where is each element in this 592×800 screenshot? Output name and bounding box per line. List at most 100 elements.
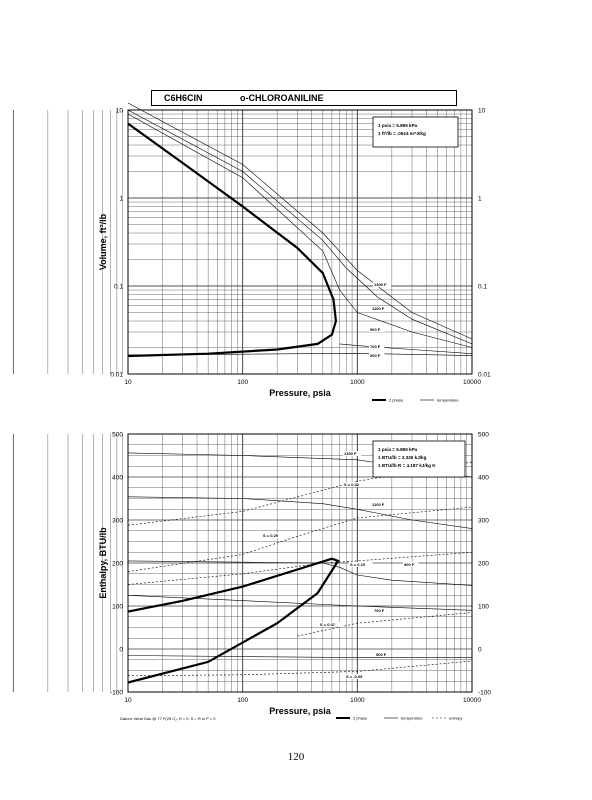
two-phase-curve xyxy=(127,122,338,358)
plot-frame xyxy=(127,109,473,375)
y-tick-label: 200 xyxy=(112,561,123,568)
curve-label: 900 F xyxy=(404,562,415,567)
y-axis-title: Enthalpy, BTU/lb xyxy=(98,527,108,599)
y-tick-label-right: 400 xyxy=(478,475,489,482)
curve-label: 500 F xyxy=(370,353,381,358)
curve-label-bg xyxy=(343,482,367,487)
x-tick-label: 10 xyxy=(124,697,132,704)
curve-label-bg xyxy=(371,306,390,311)
isotherm-line xyxy=(339,343,473,354)
x-tick-label: 10 xyxy=(124,379,132,386)
info-line: 1 psia = 6.895 kPa xyxy=(378,123,418,128)
curve-label: 900 F xyxy=(370,327,381,332)
curve-label: S = 0.25 xyxy=(263,533,279,538)
curve-label-bg xyxy=(375,652,391,657)
legend-label: 2 phase xyxy=(353,716,368,721)
curve-label-bg xyxy=(345,674,372,679)
x-tick-label: 1000 xyxy=(350,379,365,386)
chemical-formula: C6H6ClN xyxy=(164,93,203,103)
y-tick-label-right: 0 xyxy=(478,647,482,654)
legend-label: entropy xyxy=(449,716,462,721)
y-tick-label: 500 xyxy=(112,432,123,439)
curve-label-bg xyxy=(371,502,390,507)
y-axis-title: Volume, ft³/lb xyxy=(98,213,108,270)
info-line: 1 BTU/lb R = 4.187 kJ/kg K xyxy=(378,463,436,468)
y-tick-label-right: 0.1 xyxy=(478,284,487,291)
curve-label: 700 F xyxy=(374,608,385,613)
curve-label-bg xyxy=(349,562,373,567)
y-tick-label-right: 10 xyxy=(478,108,486,115)
isotherm-line xyxy=(127,496,473,529)
chart-2: 1300 F 1100 F 900 F 700 F 500 F S = 0.32 S = 0… xyxy=(12,433,473,719)
y-tick-label: 0.01 xyxy=(110,372,123,379)
x-tick-label: 10000 xyxy=(463,697,481,704)
curve-label-bg xyxy=(319,622,343,627)
x-tick-label: 100 xyxy=(237,697,248,704)
curve-label-bg xyxy=(369,353,385,358)
curve-label: S = 0.32 xyxy=(344,482,360,487)
info-box xyxy=(372,440,466,478)
info-box xyxy=(372,116,459,148)
y-tick-label: 1 xyxy=(119,196,123,203)
isotherm-line xyxy=(127,352,473,356)
x-tick-label: 10000 xyxy=(463,379,481,386)
entropy-line xyxy=(127,552,473,585)
y-tick-label: 100 xyxy=(112,604,123,611)
entropy-line xyxy=(297,612,473,637)
curve-label: S = -0.05 xyxy=(346,674,363,679)
curve-label: 1300 F xyxy=(374,282,387,287)
y-tick-label-right: 200 xyxy=(478,561,489,568)
two-phase-curve xyxy=(127,557,340,684)
curve-label-bg xyxy=(262,533,286,538)
entropy-line xyxy=(127,660,473,676)
curve-label: S = 0.15 xyxy=(350,562,366,567)
chart-1: 1300 F 1100 F 900 F 700 F 500 F xyxy=(12,102,473,401)
y-tick-label-right: -100 xyxy=(478,690,491,697)
x-axis-title: Pressure, psia xyxy=(269,388,332,398)
isotherm-line xyxy=(127,109,473,345)
plot-frame xyxy=(127,433,473,693)
y-tick-label-right: 500 xyxy=(478,432,489,439)
y-tick-label: 300 xyxy=(112,518,123,525)
chemical-name: o-CHLOROANILINE xyxy=(240,93,324,103)
info-line: 1 BTU/lb = 2.326 kJ/kg xyxy=(378,455,427,460)
curve-label-bg xyxy=(403,562,419,567)
y-tick-label-right: 0.01 xyxy=(478,372,491,379)
chart-title-box: C6H6ClN o-CHLOROANILINE xyxy=(151,90,457,106)
y-tick-label: 0 xyxy=(119,647,123,654)
y-tick-label-right: 300 xyxy=(478,518,489,525)
x-tick-label: 1000 xyxy=(350,697,365,704)
legend-label: temperature xyxy=(401,716,423,721)
curve-label: 1100 F xyxy=(372,502,385,507)
y-tick-label: 400 xyxy=(112,475,123,482)
curve-label: 500 F xyxy=(376,652,387,657)
curve-label-bg xyxy=(373,608,389,613)
curve-label-bg xyxy=(369,344,385,349)
info-line: 1 psia = 6.895 kPa xyxy=(378,447,418,452)
isotherm-line xyxy=(127,102,473,340)
y-tick-label-right: 1 xyxy=(478,196,482,203)
curve-label: 1300 F xyxy=(344,451,357,456)
isotherm-line xyxy=(127,655,472,658)
y-tick-label: -100 xyxy=(110,690,123,697)
y-tick-label: 0.1 xyxy=(114,284,123,291)
curve-label-bg xyxy=(373,282,392,287)
curve-label: 1100 F xyxy=(372,306,385,311)
isotherm-line xyxy=(127,595,473,611)
y-tick-label: 10 xyxy=(116,108,124,115)
curve-label-bg xyxy=(369,327,385,332)
curve-label: S = 0.07 xyxy=(320,622,336,627)
x-axis-title: Pressure, psia xyxy=(269,706,332,716)
isotherm-line xyxy=(127,560,473,586)
isotherm-line xyxy=(127,113,473,348)
curve-label: 700 F xyxy=(370,344,381,349)
legend-label: temperature xyxy=(437,398,459,403)
entropy-line xyxy=(127,506,473,572)
y-tick-label-right: 100 xyxy=(478,604,489,611)
legend-label: 2 phase xyxy=(389,398,404,403)
page-number: 120 xyxy=(287,751,305,763)
curve-label-bg xyxy=(343,451,362,456)
datum-footnote: Datum: Ideal Gas @ 77 F(25 C), H = 0, S … xyxy=(120,716,216,721)
x-tick-label: 100 xyxy=(237,379,248,386)
